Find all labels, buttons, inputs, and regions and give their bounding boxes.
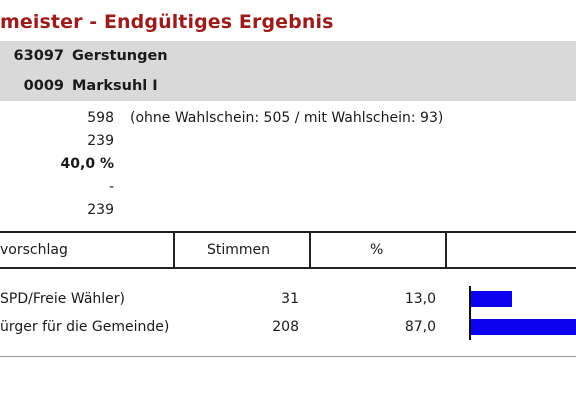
stat-row: 239	[0, 130, 576, 153]
turnout-percent: 40,0 %	[60, 156, 114, 172]
stat-row: 598 (ohne Wahlschein: 505 / mit Wahlsche…	[0, 107, 576, 130]
candidate-name: ürger für die Gemeinde)	[0, 319, 170, 335]
vote-count: 208	[272, 319, 299, 335]
district-name: Marksuhl I	[72, 78, 158, 94]
vote-percent: 13,0	[404, 291, 436, 307]
stat-row: -	[0, 176, 576, 199]
header-percent: %	[370, 242, 384, 258]
table-bottom-divider	[0, 356, 576, 357]
vote-count: 31	[281, 291, 299, 307]
table-row: ürger für die Gemeinde) 208 87,0	[0, 313, 576, 341]
result-bar	[471, 291, 512, 307]
page-title: meister - Endgültiges Ergebnis	[0, 11, 334, 33]
stat-value: -	[108, 179, 114, 195]
header-votes: Stimmen	[207, 242, 271, 258]
result-bar	[471, 319, 576, 335]
stat-row: 239	[0, 199, 576, 222]
location-info-box: 63097 Gerstungen 0009 Marksuhl I	[0, 41, 576, 101]
candidate-name: SPD/Freie Wähler)	[0, 291, 125, 307]
municipality-code: 63097	[13, 48, 64, 64]
municipality-name: Gerstungen	[72, 48, 168, 64]
stat-value: 239	[87, 202, 114, 218]
table-row: SPD/Freie Wähler) 31 13,0	[0, 285, 576, 313]
column-divider	[445, 233, 447, 267]
column-divider	[309, 233, 311, 267]
header-candidate: vorschlag	[0, 242, 68, 258]
vote-percent: 87,0	[404, 319, 436, 335]
column-divider	[173, 233, 175, 267]
stat-value: 598	[87, 110, 114, 126]
results-table-header: vorschlag Stimmen %	[0, 231, 576, 269]
district-code: 0009	[23, 78, 64, 94]
stat-value: 239	[87, 133, 114, 149]
stat-row: 40,0 %	[0, 153, 576, 176]
stat-note: (ohne Wahlschein: 505 / mit Wahlschein: …	[130, 110, 444, 126]
bar-axis	[469, 286, 471, 340]
